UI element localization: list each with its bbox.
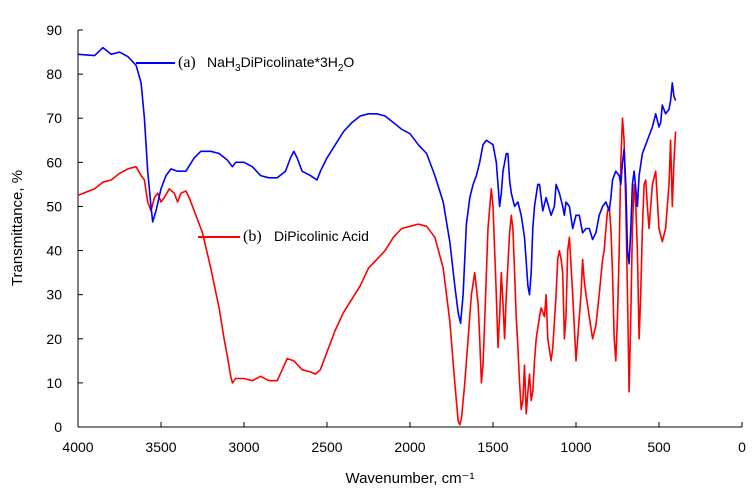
y-tick-label: 50 <box>46 198 62 214</box>
y-tick-label: 40 <box>46 243 62 259</box>
legend: (a) NaH3DiPicolinate*3H2O (b) DiPicolinic A… <box>136 54 369 245</box>
series-a-line <box>77 46 677 325</box>
x-tick-label: 3500 <box>145 439 176 455</box>
series-b-line <box>77 117 677 426</box>
legend-a-subscript: 2 <box>338 63 344 74</box>
y-ticks: 0 10 20 30 40 50 60 70 80 90 <box>46 22 83 435</box>
x-tick-label: 2500 <box>311 439 342 455</box>
x-tick-label: 1500 <box>477 439 508 455</box>
legend-a-name: NaH3DiPicolinate*3H2O <box>207 54 354 74</box>
legend-b-name: DiPicolinic Acid <box>274 228 369 244</box>
x-tick-label: 0 <box>738 439 746 455</box>
x-axis-title: Wavenumber, cm⁻¹ <box>345 470 474 487</box>
x-tick-label: 1000 <box>560 439 591 455</box>
y-tick-label: 80 <box>46 66 62 82</box>
series-layer <box>77 46 677 426</box>
y-tick-label: 0 <box>54 419 62 435</box>
y-tick-label: 70 <box>46 110 62 126</box>
y-axis-title: Transmittance, % <box>9 170 26 286</box>
legend-a-text: O <box>343 54 354 70</box>
x-tick-label: 3000 <box>228 439 259 455</box>
x-tick-label: 4000 <box>62 439 93 455</box>
legend-b-tag: (b) <box>243 228 262 245</box>
x-tick-label: 2000 <box>394 439 425 455</box>
legend-a-text: DiPicolinate*3H <box>241 54 338 70</box>
legend-a-text: NaH <box>207 54 235 70</box>
legend-a-subscript: 3 <box>235 63 241 74</box>
x-ticks: 4000 3500 3000 2500 2000 1500 1000 500 0 <box>62 422 746 455</box>
y-tick-label: 30 <box>46 287 62 303</box>
y-tick-label: 20 <box>46 331 62 347</box>
y-tick-label: 60 <box>46 154 62 170</box>
x-tick-label: 500 <box>647 439 671 455</box>
legend-a-tag: (a) <box>178 54 196 71</box>
y-tick-label: 90 <box>46 22 62 38</box>
y-tick-label: 10 <box>46 375 62 391</box>
